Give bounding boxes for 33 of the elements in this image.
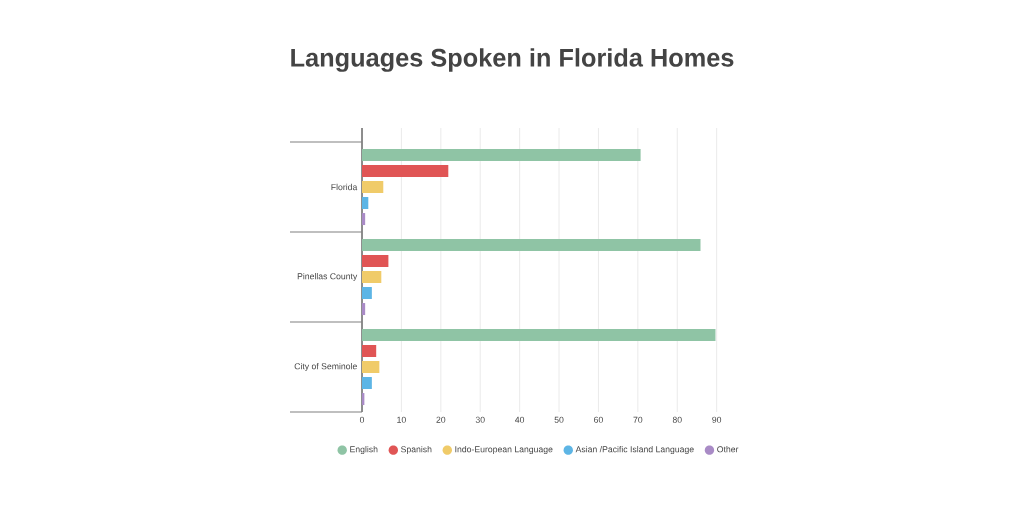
bar (362, 344, 377, 357)
x-tick-label: 20 (436, 416, 446, 423)
x-tick-label: 70 (633, 416, 643, 423)
legend-label: English (350, 446, 378, 455)
y-tick-label: City of Seminole (294, 362, 357, 372)
legend-label: Other (717, 446, 739, 453)
bar (362, 213, 366, 226)
bar (362, 254, 389, 267)
bar (362, 197, 369, 210)
y-tick-label: Florida (331, 183, 358, 191)
x-tick-label: 80 (672, 416, 682, 423)
bar (362, 287, 372, 300)
bar (362, 164, 449, 177)
legend-label: Indo-European Language (455, 446, 553, 455)
bar (362, 148, 641, 161)
x-tick-label: 60 (594, 416, 603, 423)
x-tick-label: 40 (515, 416, 525, 423)
legend-label: Asian /Pacific Island Language (575, 446, 694, 455)
bar (362, 377, 372, 390)
bar (362, 238, 701, 251)
chart-title: Languages Spoken in Florida Homes (291, 48, 734, 72)
x-tick-label: 50 (554, 416, 564, 423)
x-tick-label: 10 (397, 416, 406, 423)
bar (362, 181, 384, 194)
bar (362, 328, 716, 341)
bar (362, 271, 382, 283)
x-tick-label: 30 (475, 416, 485, 423)
x-tick-label: 0 (359, 416, 365, 423)
legend-label: Spanish (401, 446, 432, 455)
bar (362, 361, 380, 373)
bar (362, 303, 366, 316)
y-tick-label: Pinellas County (297, 272, 358, 282)
x-tick-label: 90 (712, 416, 722, 423)
